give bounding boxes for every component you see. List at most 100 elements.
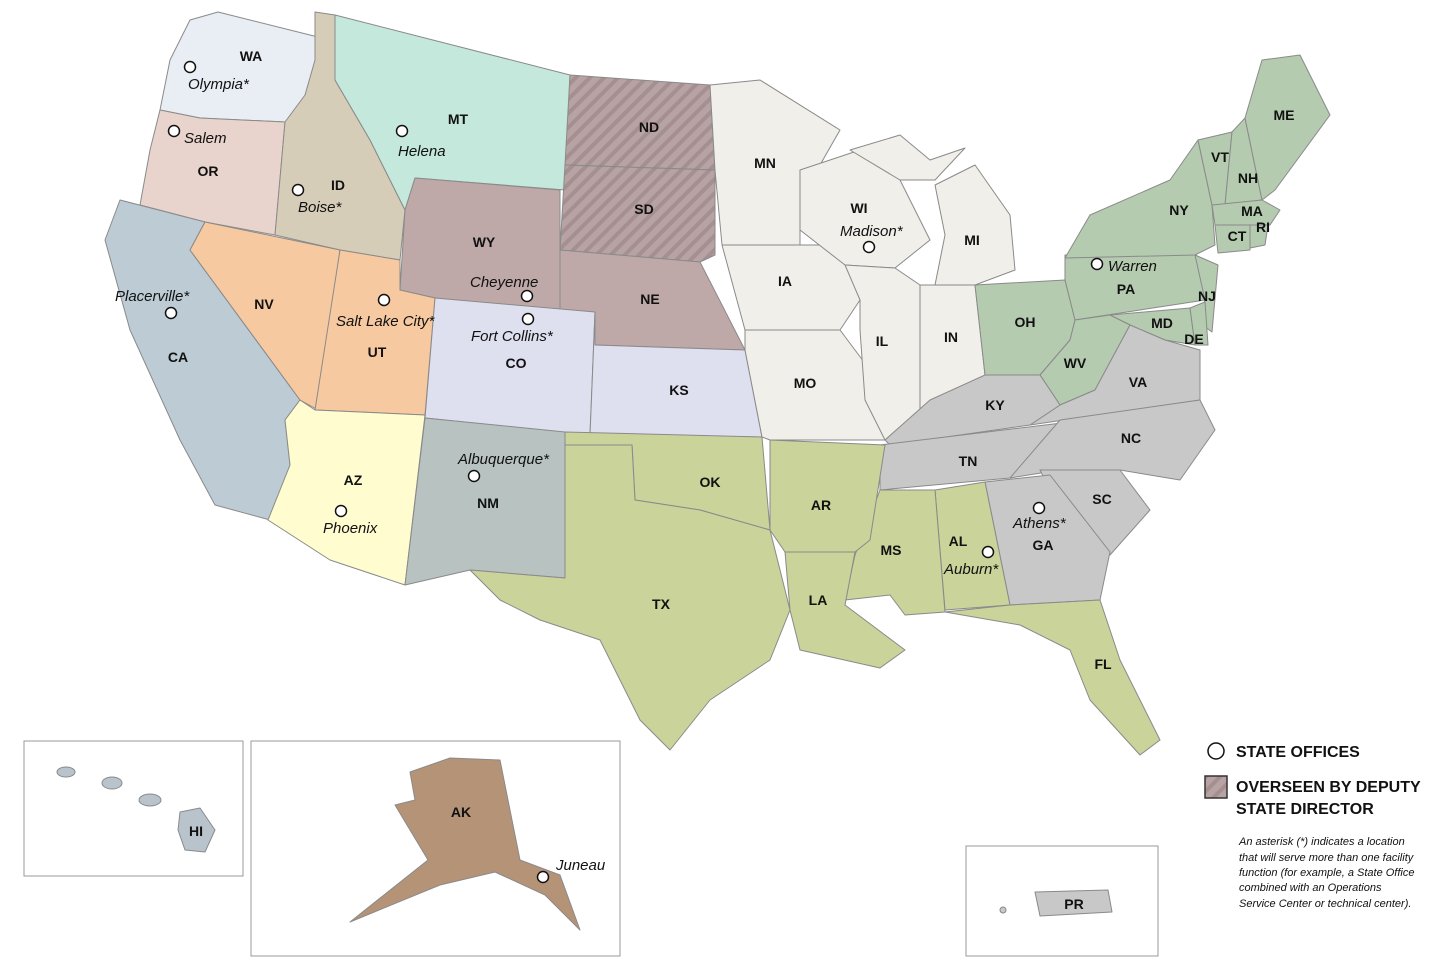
office-marker[interactable] — [291, 183, 305, 197]
state-de[interactable] — [1189, 301, 1209, 346]
office-marker[interactable] — [183, 60, 197, 74]
label-nv: NV — [254, 296, 274, 312]
office-label: Auburn* — [943, 561, 999, 578]
state-fl[interactable] — [944, 599, 1161, 756]
office-marker[interactable] — [395, 124, 409, 138]
office-label: Boise* — [298, 199, 343, 216]
state-sd[interactable] — [559, 164, 716, 263]
label-ri: RI — [1256, 219, 1270, 235]
deputy-hatch-symbol — [1204, 775, 1228, 799]
label-az: AZ — [344, 472, 363, 488]
state-mi-upper[interactable] — [849, 134, 966, 181]
label-ok: OK — [700, 474, 721, 490]
state-nv[interactable] — [189, 221, 341, 411]
label-me: ME — [1274, 107, 1295, 123]
label-mn: MN — [754, 155, 776, 171]
label-wa: WA — [240, 48, 263, 64]
office-marker[interactable] — [167, 124, 181, 138]
state-mo[interactable] — [744, 329, 886, 441]
office-label: Cheyenne — [470, 274, 538, 291]
island — [999, 906, 1007, 914]
alaska-inset — [250, 740, 621, 957]
label-in: IN — [944, 329, 958, 345]
state-ma[interactable] — [1211, 199, 1281, 226]
label-de: DE — [1184, 331, 1203, 347]
label-id: ID — [331, 177, 345, 193]
legend-deputy-line1: OVERSEEN BY DEPUTY — [1236, 779, 1421, 796]
label-ca: CA — [168, 349, 188, 365]
legend-note: that will serve more than one facility — [1239, 852, 1415, 864]
legend-deputy-line2: STATE DIRECTOR — [1236, 801, 1374, 818]
label-wi: WI — [850, 200, 867, 216]
office-marker[interactable] — [981, 545, 995, 559]
office-label: Salem — [184, 130, 227, 147]
label-nd: ND — [639, 119, 659, 135]
label-tx: TX — [652, 596, 671, 612]
state-hi[interactable] — [177, 807, 216, 853]
office-label: Albuquerque* — [457, 451, 550, 468]
state-tx[interactable] — [469, 444, 791, 751]
office-marker[interactable] — [521, 312, 535, 326]
label-ks: KS — [669, 382, 688, 398]
label-oh: OH — [1015, 314, 1036, 330]
legend-note: Service Center or technical center). — [1239, 898, 1411, 910]
label-nj: NJ — [1198, 288, 1216, 304]
state-pr[interactable] — [1034, 889, 1113, 917]
state-la[interactable] — [784, 551, 906, 669]
office-label: Madison* — [840, 223, 904, 240]
office-label: Fort Collins* — [471, 328, 554, 345]
office-label: Phoenix — [323, 520, 378, 537]
state-ri[interactable] — [1249, 224, 1269, 249]
office-marker[interactable] — [164, 306, 178, 320]
label-il: IL — [876, 333, 889, 349]
office-label: Helena — [398, 143, 446, 160]
state-az[interactable] — [267, 399, 426, 586]
state-offices: Olympia* Salem Boise* Helena Placerville… — [115, 60, 1157, 884]
state-ct[interactable] — [1214, 224, 1251, 254]
state-or[interactable] — [139, 109, 286, 236]
label-mo: MO — [794, 375, 817, 391]
legend-state-offices: STATE OFFICES — [1236, 744, 1360, 761]
label-or: OR — [198, 163, 219, 179]
state-ny[interactable] — [1064, 139, 1216, 259]
label-mt: MT — [448, 111, 469, 127]
label-ak: AK — [451, 804, 471, 820]
legend-note: function (for example, a State Office — [1239, 867, 1414, 879]
label-wy: WY — [473, 234, 496, 250]
state-mi[interactable] — [934, 164, 1016, 286]
legend-note: An asterisk (*) indicates a location — [1238, 836, 1405, 848]
office-label: Athens* — [1012, 515, 1067, 532]
office-label: Placerville* — [115, 288, 190, 305]
label-wv: WV — [1064, 355, 1087, 371]
label-md: MD — [1151, 315, 1173, 331]
label-ga: GA — [1033, 537, 1054, 553]
office-marker[interactable] — [467, 469, 481, 483]
office-marker[interactable] — [520, 289, 534, 303]
label-hi: HI — [189, 823, 203, 839]
label-nh: NH — [1238, 170, 1258, 186]
label-nm: NM — [477, 495, 499, 511]
label-ar: AR — [811, 497, 831, 513]
state-ak[interactable] — [349, 757, 581, 931]
state-ar[interactable] — [769, 439, 886, 553]
office-marker[interactable] — [1090, 257, 1104, 271]
state-office-symbol — [1207, 742, 1225, 760]
office-marker[interactable] — [1032, 501, 1046, 515]
office-label: Salt Lake City* — [336, 313, 436, 330]
label-ms: MS — [881, 542, 902, 558]
island — [101, 776, 123, 790]
label-ky: KY — [985, 397, 1005, 413]
island — [56, 766, 76, 778]
states — [104, 11, 1331, 756]
office-marker[interactable] — [334, 504, 348, 518]
office-marker[interactable] — [862, 240, 876, 254]
label-ma: MA — [1241, 203, 1263, 219]
office-marker[interactable] — [377, 293, 391, 307]
office-marker[interactable] — [536, 870, 550, 884]
legend-note: combined with an Operations — [1239, 882, 1382, 894]
label-al: AL — [949, 533, 968, 549]
hawaii-inset — [23, 740, 244, 877]
label-ut: UT — [368, 344, 387, 360]
label-va: VA — [1129, 374, 1147, 390]
label-pa: PA — [1117, 281, 1135, 297]
